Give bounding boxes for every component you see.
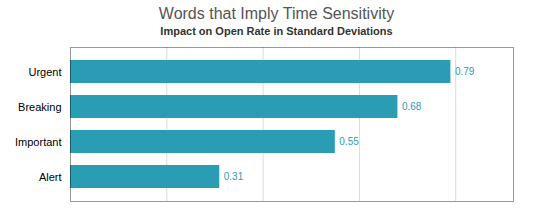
svg-text:0.79: 0.79 [455,66,475,77]
html-text:Words that Imply Time Sensitiv: Words that Imply Time Sensitivity [158,5,395,22]
svg-text:Breaking: Breaking [18,101,61,113]
html-text:Impact on Open Rate in Standar: Impact on Open Rate in Standard Deviatio… [160,25,393,37]
svg-text:0.68: 0.68 [402,101,422,112]
svg-text:Urgent: Urgent [28,66,61,78]
svg-text:Alert: Alert [39,171,62,183]
svg-text:0.55: 0.55 [339,136,359,147]
svg-text:0.31: 0.31 [224,171,244,182]
svg-text:Important: Important [15,136,61,148]
